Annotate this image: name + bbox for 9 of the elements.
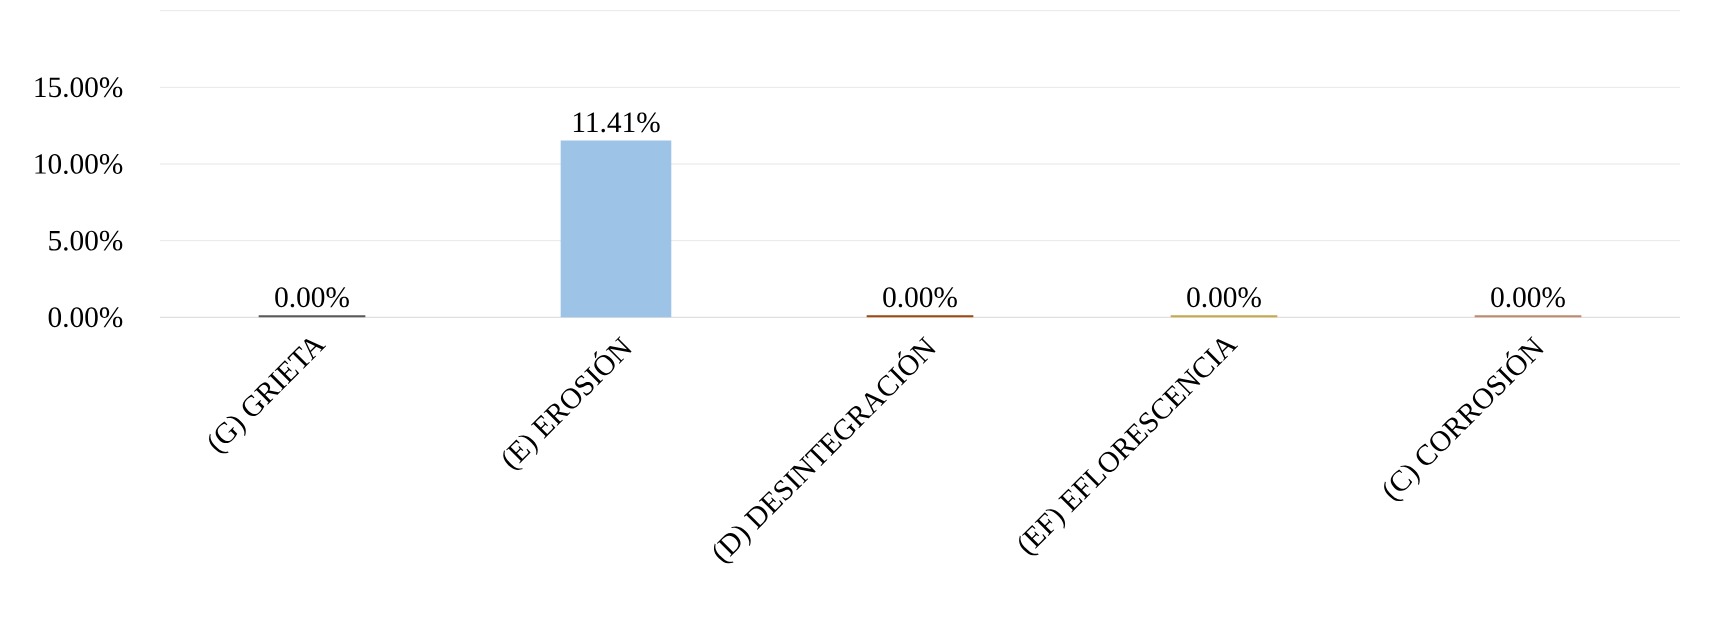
y-tick-label: 0.00% xyxy=(48,307,123,328)
data-label: 0.00% xyxy=(1187,287,1261,308)
y-tick-label: 5.00% xyxy=(49,230,123,251)
y-tick-label: 15.00% xyxy=(35,77,123,98)
data-label: 0.00% xyxy=(275,287,349,308)
data-label: 0.00% xyxy=(883,287,957,308)
data-label: 0.00% xyxy=(1491,287,1565,308)
data-label: 11.41% xyxy=(573,112,660,133)
y-tick-label: 10.00% xyxy=(35,154,123,174)
